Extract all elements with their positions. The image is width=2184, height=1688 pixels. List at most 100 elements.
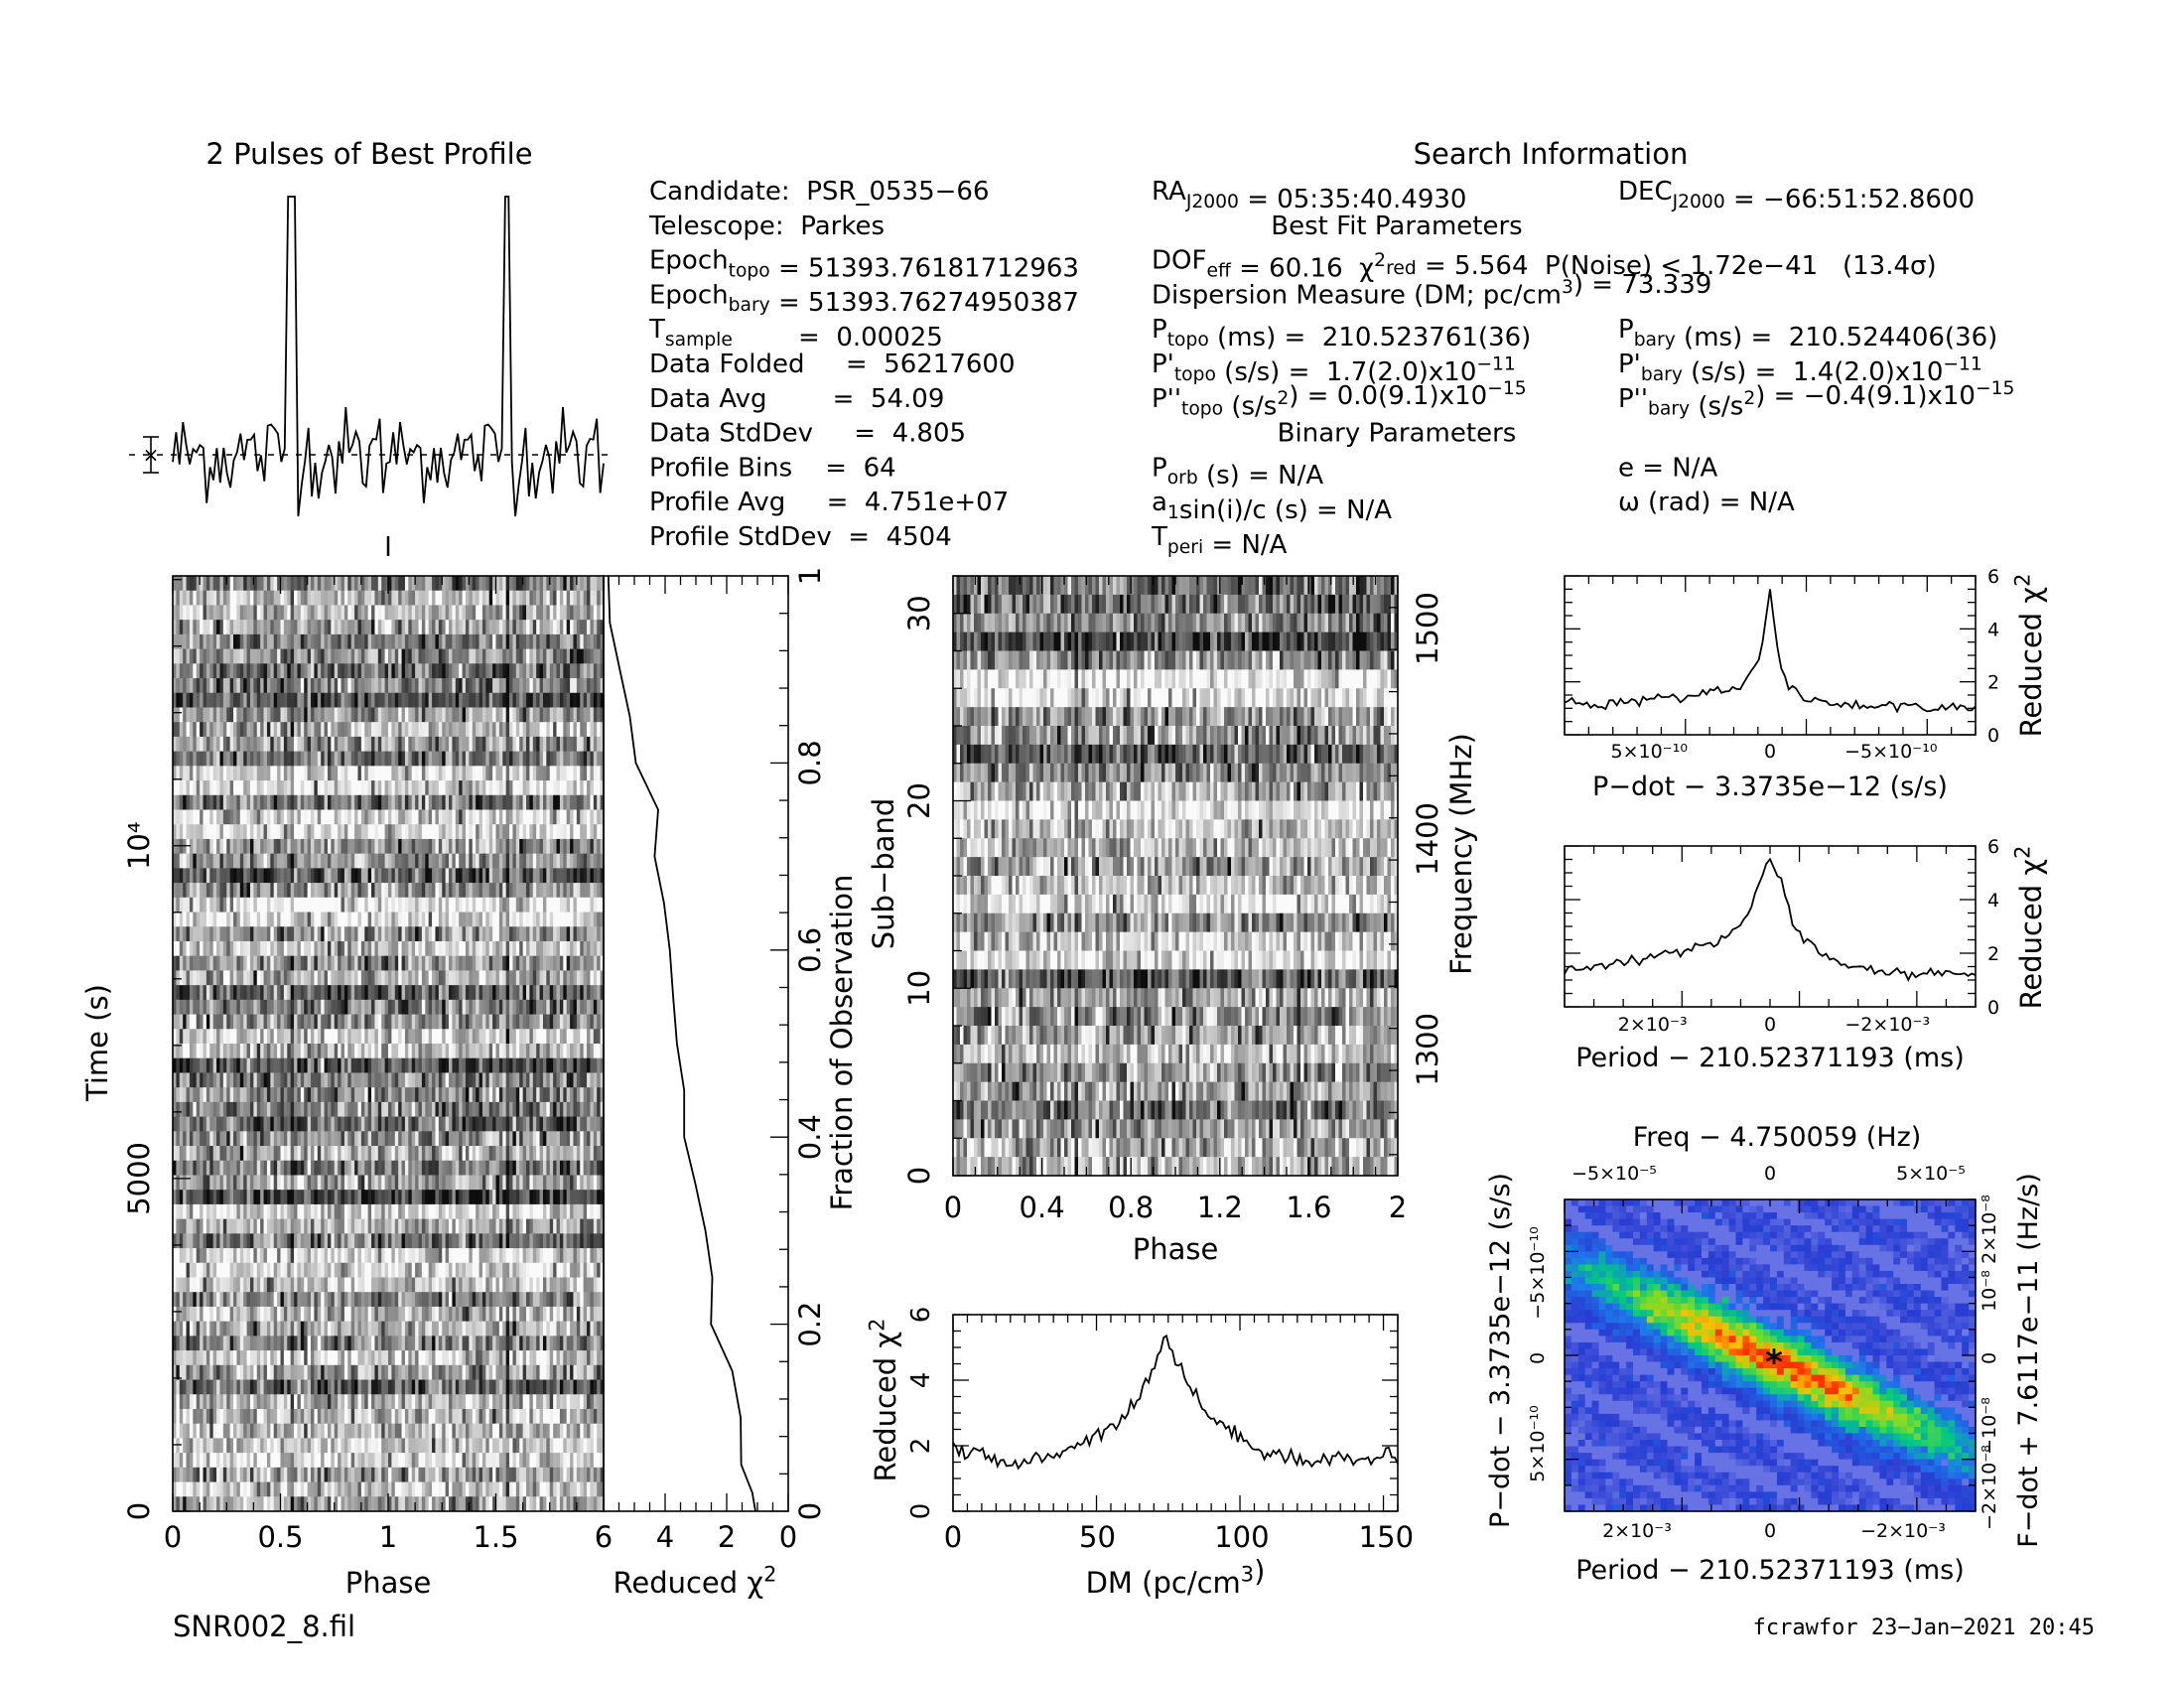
heatmap-cell	[388, 999, 392, 1015]
heatmap-cell	[287, 853, 292, 869]
heatmap-cell	[371, 707, 375, 723]
heatmap-cell	[200, 897, 204, 913]
heatmap-cell	[495, 999, 500, 1015]
heatmap-cell	[408, 780, 413, 796]
heatmap-cell	[522, 897, 527, 913]
heatmap-cell	[435, 633, 440, 649]
heatmap-cell	[263, 633, 268, 649]
heatmap-cell	[236, 1101, 241, 1117]
heatmap-cell	[590, 1029, 595, 1045]
heatmap-cell	[203, 999, 207, 1015]
heatmap-cell	[600, 853, 605, 869]
heatmap-cell	[186, 620, 191, 635]
heatmap-cell	[401, 780, 406, 796]
heatmap-cell	[597, 999, 602, 1015]
heatmap-cell	[294, 722, 298, 738]
heatmap-cell	[573, 707, 578, 723]
heatmap-cell	[300, 707, 305, 723]
heatmap-cell	[435, 868, 440, 884]
heatmap-cell	[212, 794, 217, 810]
heatmap-cell	[421, 999, 426, 1015]
heatmap-cell	[374, 809, 379, 825]
heatmap-cell	[522, 576, 527, 592]
heatmap-cell	[526, 1072, 530, 1088]
heatmap-cell	[445, 794, 450, 810]
heatmap-cell	[196, 620, 201, 635]
heatmap-cell	[597, 912, 602, 927]
heatmap-cell	[401, 1072, 406, 1088]
heatmap-cell	[300, 926, 305, 942]
heatmap-cell	[331, 707, 336, 723]
heatmap-cell	[476, 970, 479, 986]
heatmap-cell	[563, 692, 568, 708]
heatmap-cell	[498, 663, 503, 679]
heatmap-cell	[294, 678, 298, 694]
heatmap-cell	[324, 678, 329, 694]
heatmap-cell	[449, 1072, 453, 1088]
heatmap-cell	[401, 868, 406, 884]
heatmap-cell	[492, 692, 496, 708]
heatmap-cell	[398, 1044, 402, 1059]
heatmap-cell	[256, 620, 261, 635]
heatmap-cell	[249, 605, 254, 621]
heatmap-cell	[338, 955, 341, 971]
heatmap-cell	[317, 751, 322, 767]
heatmap-cell	[354, 985, 358, 1001]
heatmap-cell	[546, 1101, 551, 1117]
heatmap-cell	[367, 605, 372, 621]
heatmap-cell	[435, 1057, 440, 1073]
heatmap-cell	[179, 576, 184, 592]
heatmap-cell	[287, 620, 292, 635]
heatmap-cell	[173, 838, 177, 855]
heatmap-cell	[384, 663, 389, 679]
heatmap-cell	[532, 1014, 537, 1030]
heatmap-cell	[183, 1087, 187, 1103]
heatmap-cell	[593, 633, 598, 649]
heatmap-cell	[341, 736, 345, 753]
heatmap-cell	[488, 1072, 493, 1088]
heatmap-cell	[367, 824, 372, 840]
heatmap-cell	[570, 707, 574, 723]
heatmap-cell	[377, 1044, 382, 1059]
heatmap-cell	[481, 985, 486, 1001]
param-row: P'topo (s/s) = 1.7(2.0)x10−11	[1152, 350, 1516, 387]
heatmap-cell	[502, 1116, 507, 1132]
heatmap-cell	[350, 590, 355, 606]
heatmap-cell	[266, 722, 271, 738]
heatmap-cell	[590, 736, 595, 753]
heatmap-cell	[205, 809, 210, 825]
heatmap-cell	[459, 590, 463, 606]
heatmap-cell	[495, 912, 500, 927]
heatmap-cell	[294, 692, 298, 708]
heatmap-cell	[347, 1072, 352, 1088]
heatmap-cell	[283, 766, 288, 781]
heatmap-cell	[488, 678, 493, 694]
heatmap-cell	[297, 576, 302, 592]
heatmap-cell	[526, 780, 530, 796]
heatmap-cell	[549, 883, 554, 899]
heatmap-cell	[381, 809, 386, 825]
heatmap-cell	[478, 1087, 483, 1103]
heatmap-cell	[519, 663, 524, 679]
heatmap-cell	[304, 736, 309, 753]
heatmap-cell	[590, 678, 595, 694]
heatmap-cell	[341, 868, 345, 884]
heatmap-cell	[205, 1116, 210, 1132]
heatmap-cell	[570, 999, 574, 1015]
heatmap-cell	[253, 926, 258, 942]
heatmap-cell	[283, 926, 288, 942]
heatmap-cell	[539, 722, 544, 738]
heatmap-cell	[580, 926, 585, 942]
heatmap-cell	[536, 780, 540, 796]
text-run: = N/A	[1203, 530, 1288, 560]
heatmap-cell	[519, 576, 524, 592]
heatmap-cell	[502, 999, 507, 1015]
heatmap-cell	[311, 838, 315, 855]
heatmap-cell	[532, 692, 537, 708]
heatmap-cell	[173, 1116, 177, 1132]
heatmap-cell	[374, 620, 379, 635]
heatmap-cell	[233, 868, 237, 884]
heatmap-cell	[360, 1072, 365, 1088]
heatmap-cell	[304, 926, 309, 942]
heatmap-cell	[377, 1072, 382, 1088]
